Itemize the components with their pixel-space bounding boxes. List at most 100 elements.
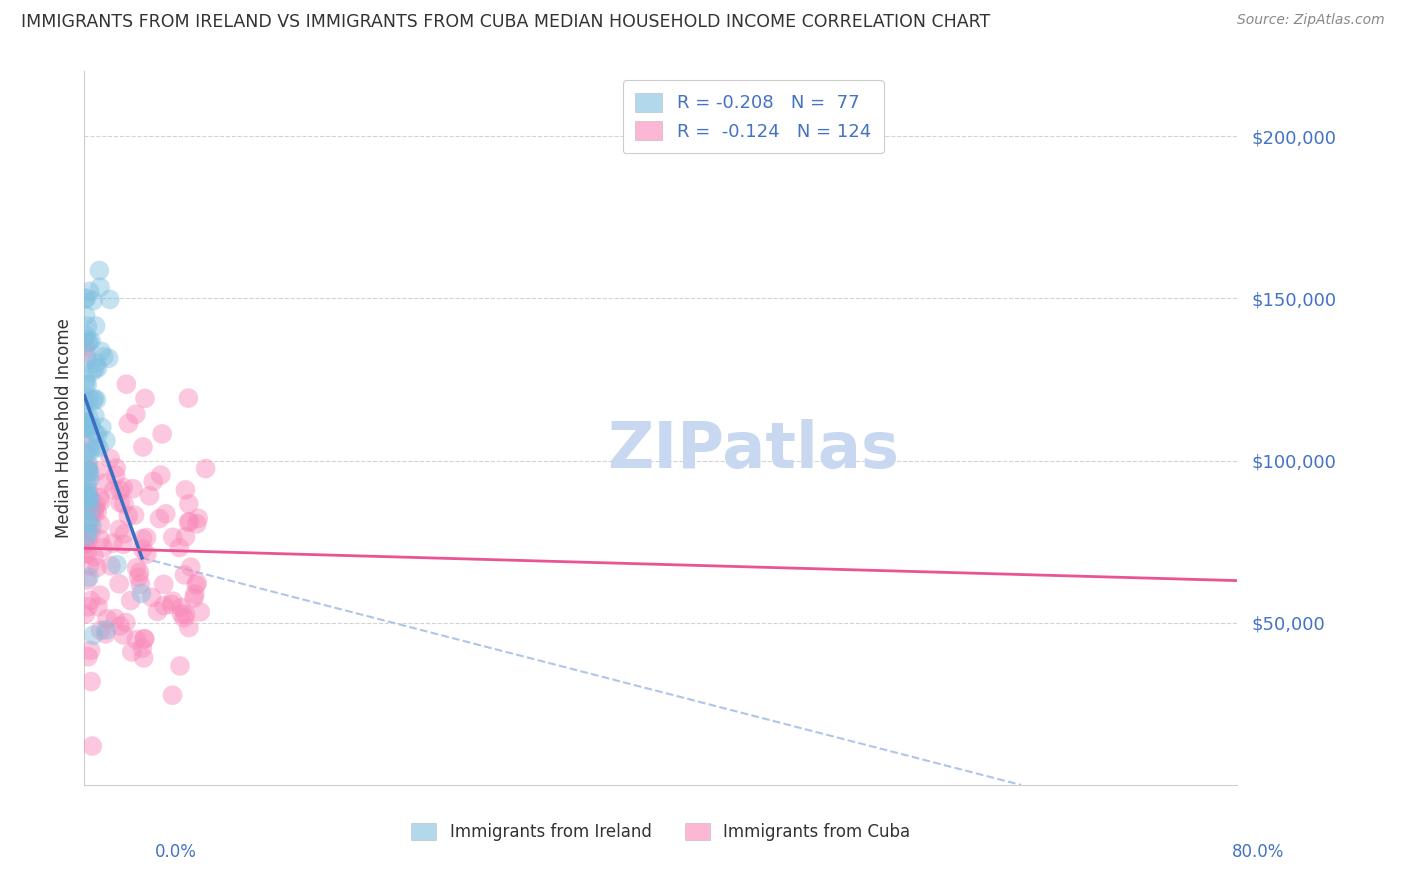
Point (84, 497, 107, 511)
Point (91, 541, 114, 555)
Point (124, 508, 146, 523)
Point (73, 332, 96, 346)
Point (84, 409, 107, 423)
Point (79, 491, 101, 506)
Point (82, 293, 104, 308)
Point (89, 517, 111, 532)
Point (75, 485, 97, 500)
Point (84, 361, 107, 376)
Point (80, 502, 103, 516)
Point (79, 464, 101, 478)
Point (134, 392, 156, 406)
Point (87, 441, 110, 455)
Point (84, 318, 107, 333)
Point (76, 437, 98, 451)
Text: 0.0%: 0.0% (155, 843, 197, 861)
Point (108, 619, 131, 633)
Point (112, 481, 135, 495)
Point (122, 482, 145, 496)
Point (75, 492, 97, 507)
Point (76, 515, 98, 529)
Point (76, 599, 98, 614)
Point (152, 577, 174, 591)
Point (77, 649, 100, 664)
Point (83, 392, 105, 406)
Point (112, 628, 135, 642)
Point (160, 598, 183, 612)
Point (77, 533, 100, 548)
Point (108, 576, 131, 591)
Point (80, 526, 103, 541)
Point (80, 418, 103, 433)
Point (94, 434, 117, 448)
Point (121, 645, 143, 659)
Point (186, 575, 208, 590)
Point (82, 739, 104, 753)
Point (86, 560, 108, 574)
Point (112, 497, 135, 511)
Point (77, 570, 100, 584)
Point (93, 350, 115, 364)
Point (82, 505, 104, 519)
Point (79, 516, 101, 530)
Point (103, 483, 125, 497)
Point (79, 593, 101, 607)
Point (131, 641, 153, 656)
Point (86, 464, 108, 478)
Point (86, 505, 108, 519)
Point (129, 577, 152, 591)
Point (170, 607, 193, 621)
Point (93, 476, 115, 491)
Point (80, 334, 103, 348)
Point (100, 558, 122, 573)
Point (117, 417, 139, 431)
Point (75, 377, 97, 392)
Point (177, 497, 200, 511)
Point (76, 573, 98, 587)
Point (177, 621, 200, 635)
Point (86, 392, 108, 407)
Point (94, 623, 117, 637)
Point (89, 280, 111, 294)
Point (188, 605, 211, 619)
Point (73, 546, 96, 560)
Point (89, 263, 111, 277)
Point (75, 417, 97, 432)
Point (77, 515, 100, 529)
Point (75, 446, 97, 460)
Point (77, 335, 100, 350)
Point (80, 674, 103, 689)
Point (75, 537, 97, 551)
Point (134, 632, 156, 646)
Point (86, 439, 108, 453)
Point (89, 491, 111, 505)
Point (184, 587, 207, 601)
Point (125, 560, 148, 574)
Point (173, 567, 195, 582)
Point (77, 410, 100, 425)
Point (97, 351, 120, 366)
Point (77, 458, 100, 473)
Point (148, 511, 170, 525)
Point (76, 489, 98, 503)
Point (194, 461, 217, 475)
Point (98, 293, 121, 307)
Point (138, 489, 160, 503)
Point (162, 594, 184, 608)
Point (115, 377, 138, 392)
Point (187, 511, 209, 525)
Point (112, 526, 135, 541)
Point (76, 353, 98, 368)
Point (104, 611, 127, 625)
Point (174, 483, 197, 497)
Point (84, 356, 107, 370)
Point (79, 643, 101, 657)
Point (76, 464, 98, 478)
Point (79, 285, 101, 299)
Point (75, 415, 97, 429)
Point (186, 516, 208, 531)
Point (76, 525, 98, 540)
Point (79, 492, 101, 507)
Point (94, 627, 117, 641)
Point (131, 542, 153, 557)
